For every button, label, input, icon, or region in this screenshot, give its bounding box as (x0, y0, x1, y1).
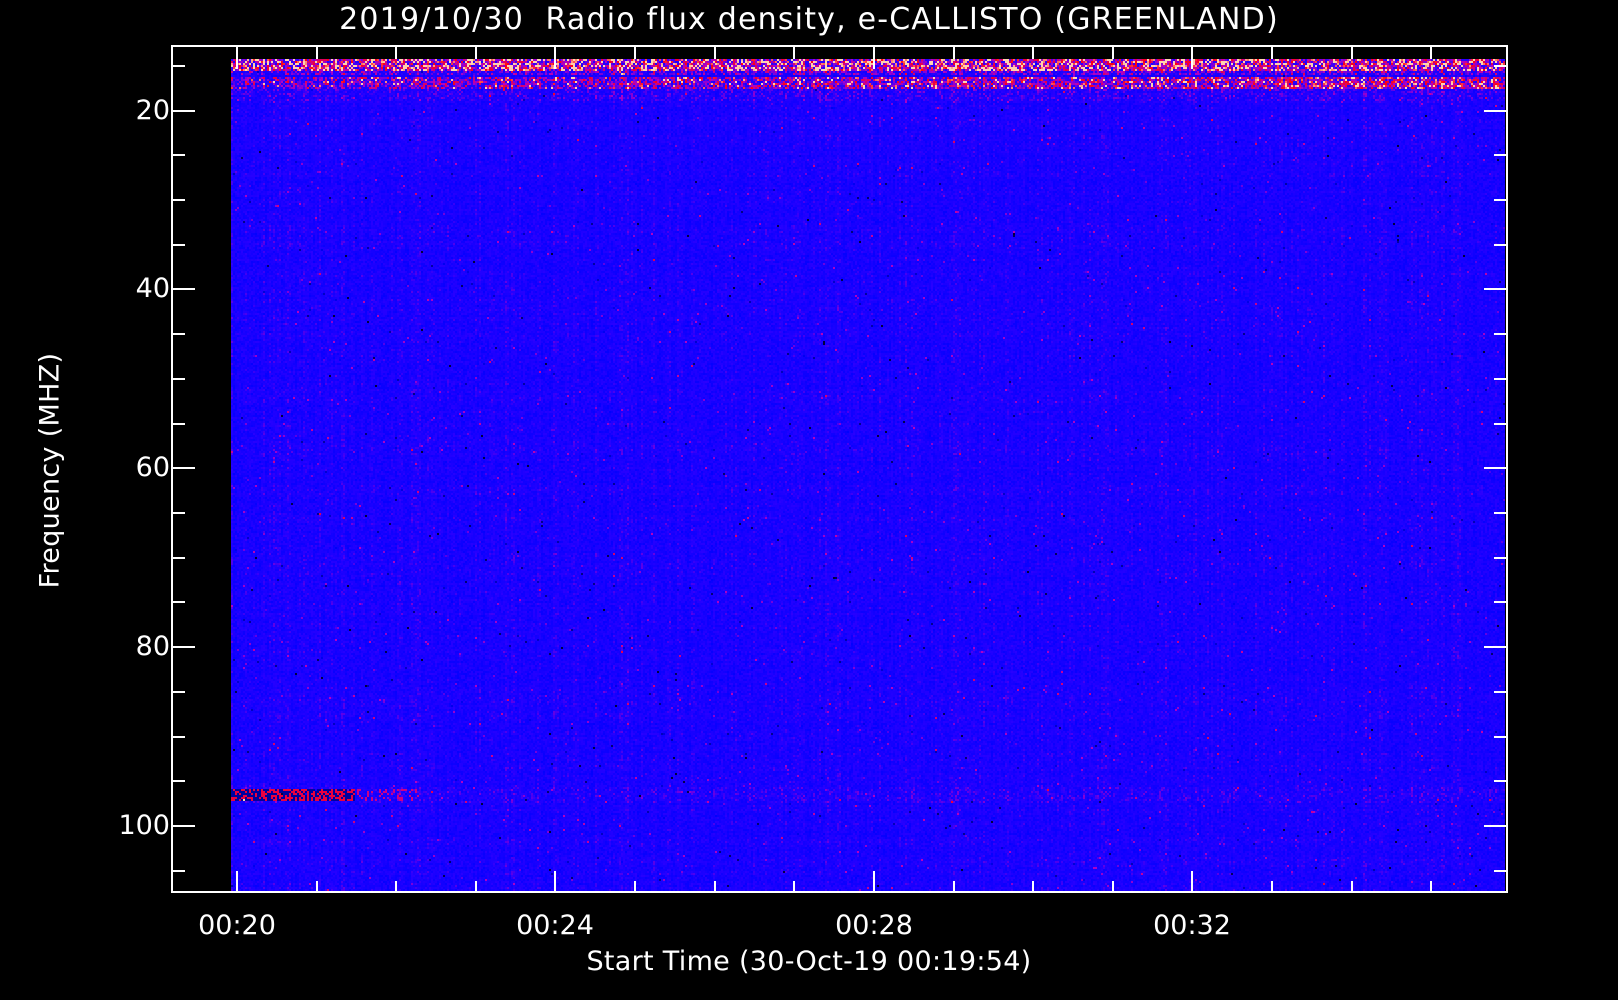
y-tick-minor (173, 691, 185, 693)
x-tick-minor (953, 881, 955, 893)
y-tick-major (173, 288, 195, 290)
x-tick-major-top (1191, 47, 1193, 69)
x-tick-minor-top (634, 47, 636, 59)
y-tick-label: 100 (118, 810, 170, 841)
y-tick-minor-right (1494, 691, 1506, 693)
y-tick-label: 20 (135, 95, 170, 126)
y-tick-minor-right (1494, 780, 1506, 782)
y-tick-label: 80 (135, 631, 170, 662)
spectrogram-image (231, 59, 1505, 891)
x-tick-minor-top (714, 47, 716, 59)
x-tick-major (554, 871, 556, 893)
x-tick-minor-top (1351, 47, 1353, 59)
y-tick-label: 40 (135, 273, 170, 304)
y-tick-minor-right (1494, 199, 1506, 201)
x-tick-major (236, 871, 238, 893)
x-tick-minor-top (1032, 47, 1034, 59)
y-tick-major-right (1484, 467, 1506, 469)
y-tick-minor (173, 333, 185, 335)
y-tick-minor-right (1494, 378, 1506, 380)
y-tick-minor (173, 780, 185, 782)
x-tick-major (873, 871, 875, 893)
x-tick-minor (1351, 881, 1353, 893)
x-tick-minor (714, 881, 716, 893)
y-axis-title: Frequency (MHZ) (34, 352, 66, 589)
x-tick-minor (634, 881, 636, 893)
y-tick-minor (173, 423, 185, 425)
x-tick-minor (1112, 881, 1114, 893)
spectrogram-plot-area[interactable] (171, 45, 1508, 893)
y-tick-minor (173, 736, 185, 738)
x-tick-minor (793, 881, 795, 893)
x-tick-minor (475, 881, 477, 893)
y-tick-minor-right (1494, 512, 1506, 514)
y-tick-minor-right (1494, 154, 1506, 156)
x-tick-minor (395, 881, 397, 893)
x-tick-minor (316, 881, 318, 893)
y-tick-minor (173, 601, 185, 603)
x-tick-minor-top (395, 47, 397, 59)
y-tick-major (173, 110, 195, 112)
x-tick-label: 00:24 (516, 910, 594, 941)
y-tick-major (173, 825, 195, 827)
x-tick-minor-top (793, 47, 795, 59)
y-tick-minor (173, 378, 185, 380)
y-tick-major-right (1484, 646, 1506, 648)
y-tick-minor (173, 65, 185, 67)
x-axis-title: Start Time (30-Oct-19 00:19:54) (586, 946, 1032, 977)
y-tick-major (173, 646, 195, 648)
y-tick-minor-right (1494, 65, 1506, 67)
x-tick-major (1191, 871, 1193, 893)
x-tick-label: 00:32 (1153, 910, 1231, 941)
x-tick-major-top (873, 47, 875, 69)
y-tick-minor-right (1494, 423, 1506, 425)
x-tick-major-top (554, 47, 556, 69)
x-tick-minor-top (475, 47, 477, 59)
y-tick-major-right (1484, 110, 1506, 112)
y-tick-minor-right (1494, 870, 1506, 872)
y-tick-minor (173, 154, 185, 156)
y-tick-minor-right (1494, 557, 1506, 559)
x-tick-label: 00:20 (198, 910, 276, 941)
x-tick-minor-top (316, 47, 318, 59)
y-tick-minor-right (1494, 736, 1506, 738)
y-tick-minor (173, 512, 185, 514)
y-tick-major-right (1484, 825, 1506, 827)
y-tick-minor-right (1494, 333, 1506, 335)
y-tick-label: 60 (135, 452, 170, 483)
x-tick-minor (1430, 881, 1432, 893)
x-tick-minor (1032, 881, 1034, 893)
x-tick-minor-top (1271, 47, 1273, 59)
y-tick-minor-right (1494, 244, 1506, 246)
y-tick-minor (173, 244, 185, 246)
y-tick-minor (173, 199, 185, 201)
x-tick-major-top (236, 47, 238, 69)
y-tick-minor (173, 870, 185, 872)
y-tick-minor (173, 557, 185, 559)
y-tick-major-right (1484, 288, 1506, 290)
y-tick-major (173, 467, 195, 469)
y-tick-minor-right (1494, 601, 1506, 603)
x-tick-minor-top (953, 47, 955, 59)
x-tick-minor (1271, 881, 1273, 893)
page-title: 2019/10/30 Radio flux density, e-CALLIST… (339, 2, 1279, 37)
x-tick-minor-top (1430, 47, 1432, 59)
x-tick-label: 00:28 (835, 910, 913, 941)
x-tick-minor-top (1112, 47, 1114, 59)
